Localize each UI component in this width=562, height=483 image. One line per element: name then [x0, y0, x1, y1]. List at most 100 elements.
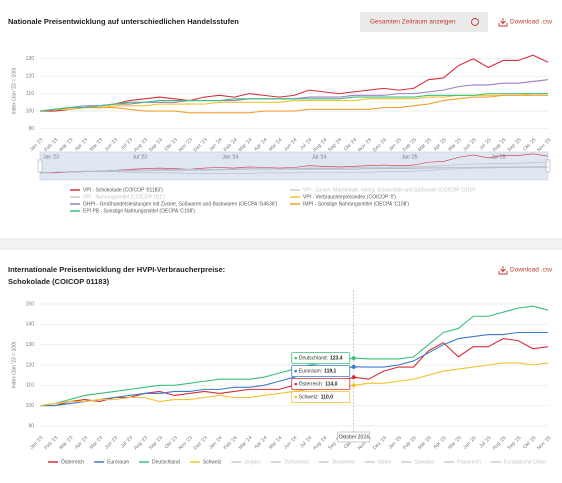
tooltip-box: [291, 378, 351, 390]
y-tick-label: 110: [26, 91, 34, 97]
x-tick-label: Jun '23: [104, 435, 120, 451]
x-tick-label: Feb '25: [402, 435, 418, 451]
x-tick-label: Mai '24: [268, 137, 284, 153]
series-line: [39, 93, 548, 112]
slider-label: Jan '25: [402, 154, 418, 160]
slider-line: [40, 153, 549, 174]
legend-label[interactable]: IMPI - Sonstige Nahrungsmittel (OECPA 'C…: [303, 201, 409, 207]
legend-label[interactable]: VPI - Verbraucherpreisindex (COICOP '0'): [303, 194, 396, 200]
legend-label[interactable]: Slowenien: [332, 459, 355, 465]
legend-label[interactable]: VPI - Zucker, Marmelade, Honig, Schokola…: [303, 187, 476, 193]
y-tick-label: 130: [26, 56, 35, 62]
x-tick-label: Feb '24: [223, 435, 239, 451]
download-link[interactable]: Download .csv: [510, 19, 553, 26]
range-slider[interactable]: [39, 151, 549, 181]
tooltip-entry: Österreich: 114,0: [291, 378, 351, 390]
tooltip-date: Oktober 2024: [339, 434, 370, 440]
range-handle-left[interactable]: [37, 159, 43, 173]
legend-label[interactable]: Deutschland: [152, 459, 180, 465]
tooltip-name: Schweiz:: [299, 394, 319, 400]
tooltip-value: 110,0: [321, 394, 333, 400]
tooltip-value: 123,4: [330, 355, 343, 361]
x-tick-label: Mär '23: [58, 137, 74, 153]
tooltip-name: Euroraum:: [299, 368, 322, 374]
x-tick-label: Apr '23: [74, 137, 89, 152]
x-tick-label: Mär '24: [238, 435, 254, 451]
y-axis-label: Index (Jan '23 = 100): [11, 67, 17, 114]
slider-label: Jan '24: [222, 154, 238, 160]
slider-label: Jan '23: [43, 154, 59, 160]
tooltip-box: [291, 391, 351, 403]
tooltip-name: Deutschland:: [299, 355, 328, 361]
legend-label[interactable]: Slowakei: [414, 459, 434, 465]
legend-label[interactable]: VPI - Nahrungsmittel (COICOP '011'): [83, 194, 165, 200]
x-tick-label: Mai '25: [447, 137, 463, 153]
legend-label[interactable]: Ungarn: [244, 459, 261, 465]
x-tick-label: Jan '23: [29, 137, 45, 153]
x-tick-label: Jan '24: [208, 137, 224, 153]
x-tick-label: Aug '24: [312, 435, 328, 451]
x-tick-label: Mai '23: [89, 435, 105, 451]
reset-button-label[interactable]: Gesamten Zeitraum anzeigen: [370, 19, 456, 26]
y-tick-label: 90: [28, 126, 34, 132]
x-tick-label: Jan '25: [387, 137, 403, 153]
legend-label[interactable]: Österreich: [61, 458, 84, 465]
tooltip-box: [291, 365, 351, 377]
tooltip-dot: [294, 356, 298, 360]
x-tick-label: Sep '25: [506, 435, 522, 451]
tooltip-entry: Euroraum: 119,1: [291, 365, 351, 377]
legend-label[interactable]: VPI - Schokolade (COICOP '01183'): [83, 187, 163, 193]
range-handle-right[interactable]: [545, 159, 551, 173]
y-tick-label: 120: [26, 362, 35, 368]
tooltip-box: [291, 352, 351, 364]
tooltip-value: 119,1: [324, 368, 336, 374]
download-icon[interactable]: [498, 18, 508, 27]
x-tick-label: Mär '23: [58, 435, 74, 451]
x-tick-label: Apr '25: [432, 435, 447, 450]
x-tick-label: Jan '24: [208, 435, 224, 451]
x-tick-label: Feb '24: [223, 137, 239, 153]
x-tick-label: Feb '23: [43, 137, 59, 153]
x-tick-label: Mär '25: [417, 435, 433, 451]
legend-label[interactable]: GHPI - Großhandelsleistungen mit Zucker,…: [83, 201, 277, 207]
legend-label[interactable]: Frankreich: [457, 459, 481, 465]
panel-gap: [0, 238, 562, 250]
x-tick-label: Nov '23: [178, 435, 194, 451]
x-tick-label: Feb '23: [43, 435, 59, 451]
download-icon[interactable]: [498, 266, 508, 275]
chart-title: Internationale Preisentwicklung der HVPI…: [8, 265, 225, 274]
tooltip-marker: [351, 383, 356, 388]
y-tick-label: 100: [26, 108, 35, 114]
legend-label[interactable]: Schweiz: [203, 459, 222, 465]
x-tick-label: Okt '24: [343, 137, 358, 152]
legend-label[interactable]: Euroraum: [107, 459, 129, 465]
legend-label[interactable]: Italien: [378, 459, 392, 465]
download-link[interactable]: Download .csv: [510, 267, 553, 274]
x-tick-label: Apr '25: [432, 137, 447, 152]
reset-button[interactable]: [360, 12, 488, 32]
x-tick-label: Aug '24: [312, 137, 328, 153]
legend-label[interactable]: Europäische Union: [504, 459, 546, 465]
legend-label[interactable]: Tschechien: [284, 459, 309, 465]
x-tick-label: Jun '24: [283, 435, 299, 451]
x-tick-label: Aug '23: [133, 435, 149, 451]
series-line: [39, 93, 548, 112]
x-tick-label: Jan '25: [387, 435, 403, 451]
slider-line: [39, 167, 548, 174]
tooltip-dot: [294, 369, 298, 373]
x-tick-label: Feb '25: [402, 137, 418, 153]
series-line: [40, 54, 549, 112]
x-tick-label: Nov '25: [536, 435, 552, 451]
x-tick-label: Jun '25: [462, 435, 478, 451]
x-tick-label: Sep '23: [148, 435, 164, 451]
tooltip-value: 114,0: [325, 381, 337, 387]
x-tick-label: Dez '23: [193, 435, 209, 451]
legend-label[interactable]: EPI PB - Sonstige Nahrungsmittel (OECPA …: [83, 208, 195, 214]
x-tick-label: Mär '25: [417, 137, 433, 153]
y-tick-label: 120: [26, 73, 35, 79]
tooltip-marker: [351, 356, 356, 361]
x-tick-label: Okt '23: [163, 435, 178, 450]
x-tick-label: Mai '25: [447, 435, 463, 451]
x-tick-label: Mai '24: [268, 435, 284, 451]
